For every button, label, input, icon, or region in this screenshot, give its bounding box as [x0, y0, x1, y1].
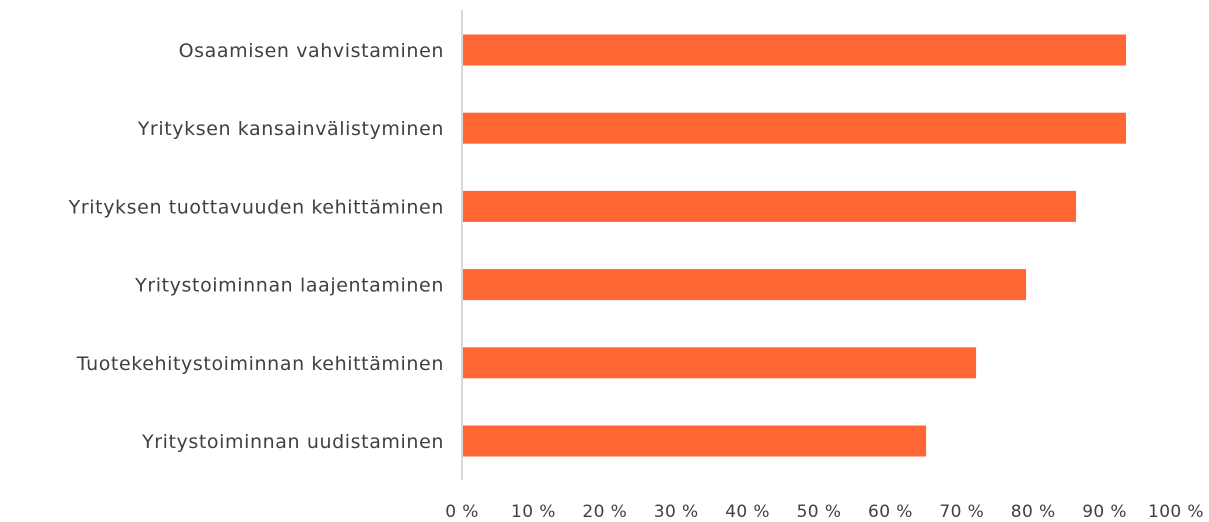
category-label: Tuotekehitystoiminnan kehittäminen: [76, 353, 444, 375]
x-tick-label: 100 %: [1148, 502, 1204, 522]
bar: [462, 34, 1127, 66]
x-tick-label: 20 %: [582, 502, 627, 522]
bar: [462, 190, 1077, 222]
x-tick-label: 90 %: [1082, 502, 1127, 522]
x-tick-label: 60 %: [868, 502, 913, 522]
x-tick-label: 0 %: [445, 502, 479, 522]
category-label: Osaamisen vahvistaminen: [179, 40, 444, 62]
bar: [462, 112, 1127, 144]
bar: [462, 347, 977, 379]
x-tick-label: 10 %: [511, 502, 556, 522]
bars-group: [462, 34, 1127, 457]
bar: [462, 269, 1027, 301]
x-tick-label: 70 %: [939, 502, 984, 522]
x-tick-labels: 0 % 10 % 20 % 30 % 40 % 50 % 60 % 70 % 80 % 90 % 1…: [445, 502, 1204, 522]
category-label: Yritystoiminnan laajentaminen: [134, 275, 444, 297]
category-labels: Osaamisen vahvistaminen Yrityksen kansain…: [68, 40, 444, 453]
category-label: Yrityksen tuottavuuden kehittäminen: [68, 196, 444, 218]
bar: [462, 425, 927, 457]
category-label: Yrityksen kansainvälistyminen: [137, 118, 444, 140]
x-tick-label: 40 %: [725, 502, 770, 522]
x-tick-label: 30 %: [654, 502, 699, 522]
x-tick-label: 80 %: [1011, 502, 1056, 522]
category-label: Yritystoiminnan uudistaminen: [141, 431, 444, 453]
x-tick-label: 50 %: [797, 502, 842, 522]
